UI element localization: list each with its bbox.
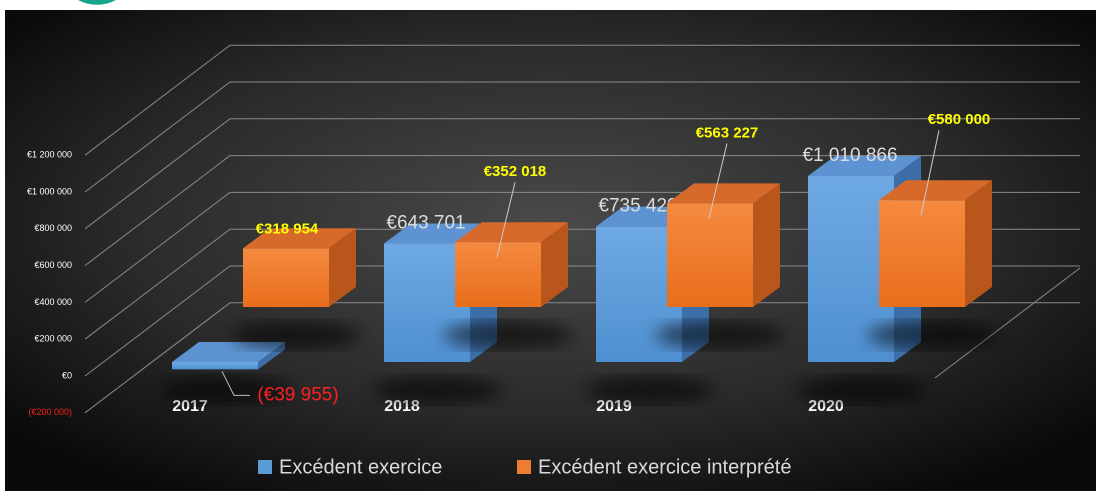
bar-shadow [796,376,926,404]
bar-side [965,180,992,307]
y-tick-label: €1 200 000 [27,150,72,160]
y-tick-label: €0 [62,370,72,380]
decoration [78,0,116,5]
bar [867,180,997,349]
bar-shadow [231,321,361,349]
y-tick-label: €1 000 000 [27,186,72,196]
bar-front [172,362,258,370]
legend-swatch [517,460,531,474]
grid-line [84,191,1080,303]
bar-side [541,222,568,307]
grid-line [84,302,1080,414]
legend: Excédent exercice Excédent exercice inter… [258,456,791,478]
bar-shadow [372,376,502,404]
value-label: €352 018 [484,163,547,180]
grid-line [84,155,1080,266]
grid-line [84,118,1080,230]
y-tick-label: €200 000 [34,334,72,344]
value-label: €580 000 [928,111,991,128]
bar-shadow [443,321,573,349]
bar-top [455,222,568,243]
y-tick-label: €400 000 [34,297,72,307]
bar-front [667,203,753,307]
y-tick-label: €800 000 [34,223,72,233]
leader-line [496,182,516,258]
floor-edge [934,267,1081,379]
grid-line [84,265,1080,377]
leader-line [920,130,940,216]
grid-line [84,44,1080,156]
y-tick-label: €600 000 [34,260,72,270]
bar-shadow [655,321,785,349]
value-label: €563 227 [696,124,759,141]
bar-top [172,342,285,362]
bar-side [329,228,356,307]
legend-label: Excédent exercice interprété [538,456,791,478]
legend-swatch [258,460,272,474]
bar-shadow [867,321,997,349]
bar [443,222,573,349]
value-label: (€39 955) [257,384,338,405]
bar-top [667,183,780,204]
bar-top [808,156,921,177]
legend-label: Excédent exercice [279,456,442,478]
bar-shadow [584,376,714,404]
value-label: €318 954 [256,220,319,237]
bar-top [243,228,356,249]
value-label: €735 429 [598,196,677,217]
leader-line [708,143,728,219]
bar-front [879,200,965,307]
bar-front [243,248,329,307]
bar-side [753,183,780,307]
grid-line [84,81,1080,193]
bar [655,183,785,349]
bar-shadow [160,376,290,404]
y-tick-label: (€200 000) [28,407,72,417]
bar [160,342,290,404]
bar-top [879,180,992,201]
value-label: €1 010 866 [802,145,897,166]
grid-line [84,228,1080,340]
bar [231,228,361,349]
bar-side [258,342,285,370]
leader-line [221,371,250,396]
value-label: €643 701 [386,213,465,234]
plot: (€200 000) €0 €200 000 €400 000 €600 000 €800… [27,44,1080,417]
